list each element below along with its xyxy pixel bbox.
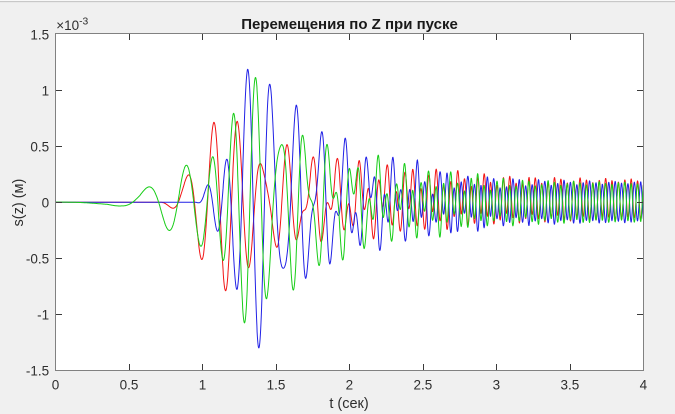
svg-text:0.5: 0.5	[30, 139, 49, 154]
svg-text:-1: -1	[37, 308, 49, 323]
svg-text:3.5: 3.5	[561, 378, 580, 393]
svg-text:-1.5: -1.5	[26, 364, 49, 379]
svg-text:1: 1	[199, 378, 207, 393]
svg-text:3: 3	[493, 378, 501, 393]
svg-text:2: 2	[346, 378, 354, 393]
svg-text:1.5: 1.5	[267, 378, 286, 393]
svg-text:0: 0	[42, 196, 50, 211]
svg-text:s(z) (м): s(z) (м)	[11, 179, 27, 227]
svg-text:Перемещения по Z при пуске: Перемещения по Z при пуске	[241, 16, 458, 33]
svg-text:2.5: 2.5	[414, 378, 433, 393]
svg-text:-0.5: -0.5	[26, 252, 49, 267]
svg-text:4: 4	[640, 378, 648, 393]
svg-text:1: 1	[42, 83, 50, 98]
svg-text:0.5: 0.5	[120, 378, 139, 393]
svg-text:0: 0	[52, 378, 60, 393]
svg-text:1.5: 1.5	[30, 27, 49, 42]
svg-text:t (сек): t (сек)	[329, 396, 368, 412]
